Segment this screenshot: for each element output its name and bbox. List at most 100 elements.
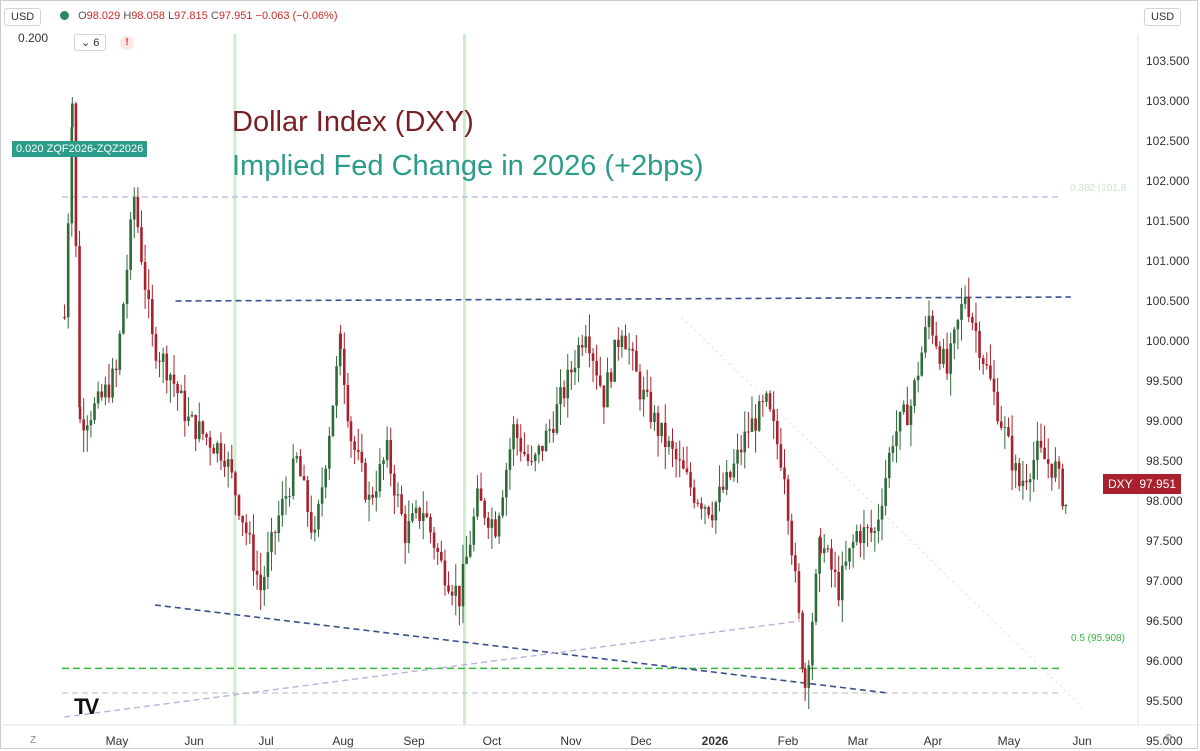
- candle-body: [78, 245, 81, 408]
- candle-body: [447, 585, 450, 592]
- candle-body: [642, 389, 645, 400]
- candle-body: [1046, 459, 1050, 464]
- candle-body: [205, 433, 208, 438]
- right-currency-button[interactable]: USD: [1144, 8, 1182, 26]
- candle-body: [143, 261, 147, 290]
- chevron-down-icon: ⌄: [81, 37, 91, 49]
- candle-body: [952, 329, 956, 344]
- candle-body: [353, 441, 356, 451]
- candle-body: [465, 556, 468, 564]
- candle-body: [797, 571, 801, 613]
- candle-body: [1061, 468, 1064, 507]
- fed-tag-name: ZQF2026-ZQZ2026: [46, 143, 144, 155]
- candle-body: [223, 460, 226, 467]
- candle-body: [89, 420, 93, 426]
- candle-body: [895, 431, 898, 447]
- candle-body: [989, 365, 992, 379]
- fib-lower-label: 0.5 (95.908): [1071, 633, 1125, 644]
- right-axis-tick-label: 98.000: [1146, 494, 1183, 508]
- candle-body: [530, 461, 533, 463]
- candle-body: [266, 552, 270, 577]
- candle-body: [490, 519, 494, 528]
- candle-body: [1064, 504, 1068, 507]
- candle-body: [786, 479, 790, 521]
- candle-body: [78, 407, 82, 420]
- right-axis-tick-label: 102.500: [1146, 134, 1190, 148]
- candle-body: [999, 421, 1003, 428]
- candle-body: [476, 488, 479, 517]
- candle-body: [562, 387, 566, 399]
- candle-body: [154, 334, 158, 361]
- candle-body: [537, 445, 541, 455]
- candle-body: [898, 412, 902, 432]
- high-value: 98.058: [131, 10, 165, 22]
- candle-body: [187, 416, 190, 422]
- candle-body: [85, 425, 89, 431]
- fed-tag-value: 0.020: [16, 143, 44, 155]
- right-axis-tick-label: 101.500: [1146, 214, 1190, 228]
- left-axis-tick-label: 0.200: [18, 31, 48, 45]
- right-axis-tick-label: 96.500: [1146, 614, 1183, 628]
- candle-body: [262, 576, 266, 591]
- candle-body: [176, 383, 179, 394]
- candle-body: [479, 488, 483, 501]
- candle-body: [201, 421, 205, 434]
- candle-body: [288, 495, 291, 497]
- settings-gear-icon[interactable]: ⚙: [1164, 733, 1173, 744]
- right-axis-tick-label: 96.000: [1146, 654, 1183, 668]
- candle-body: [645, 389, 649, 392]
- candle-body: [920, 352, 924, 376]
- candle-body: [971, 316, 974, 323]
- candle-body: [161, 353, 165, 362]
- candle-body: [136, 197, 140, 228]
- candle-body: [551, 429, 555, 433]
- right-axis-tick-label: 95.500: [1146, 694, 1183, 708]
- candle-body: [775, 420, 779, 445]
- candle-body: [580, 344, 584, 348]
- candle-body: [902, 404, 906, 413]
- candle-body: [877, 519, 880, 532]
- candle-body: [811, 621, 814, 666]
- candle-body: [371, 494, 374, 498]
- candle-body: [331, 405, 335, 436]
- x-axis-tick-label: Apr: [924, 734, 943, 748]
- candle-body: [385, 440, 389, 461]
- candle-body: [949, 343, 952, 374]
- candle-body: [393, 473, 396, 496]
- candle-body: [533, 454, 537, 462]
- candle-body: [129, 219, 132, 270]
- candle-body: [339, 333, 342, 349]
- candle-body: [927, 315, 931, 328]
- x-axis-tick-label: Jun: [184, 734, 203, 748]
- candle-body: [649, 391, 653, 423]
- status-dot-icon: [60, 11, 69, 20]
- candle-body: [840, 565, 844, 601]
- right-axis-tick-label: 99.500: [1146, 374, 1183, 388]
- candle-body: [324, 468, 328, 488]
- dxy-tag-name: DXY: [1108, 477, 1133, 491]
- candle-body: [1018, 463, 1021, 487]
- candle-body: [295, 456, 299, 459]
- candle-body: [613, 339, 617, 382]
- change-value: −0.063 (−0.06%): [255, 10, 338, 22]
- candle-body: [216, 443, 219, 454]
- candle-body: [934, 335, 938, 347]
- candle-body: [992, 378, 996, 392]
- indicators-toggle-button[interactable]: ⌄ 6: [74, 34, 107, 51]
- candle-body: [848, 548, 851, 562]
- candle-body: [692, 487, 696, 503]
- candle-body: [317, 503, 320, 530]
- warning-icon[interactable]: !: [120, 36, 134, 50]
- candle-body: [833, 569, 837, 573]
- candle-body: [114, 368, 118, 371]
- zoom-button[interactable]: Z: [30, 735, 37, 746]
- candle-body: [70, 127, 74, 224]
- candle-body: [718, 486, 721, 503]
- left-currency-button[interactable]: USD: [4, 8, 42, 26]
- low-label: L: [168, 10, 175, 22]
- candle-body: [851, 541, 855, 549]
- candle-body: [814, 573, 818, 622]
- tradingview-logo-icon: TV: [74, 694, 99, 719]
- candle-body: [945, 348, 949, 374]
